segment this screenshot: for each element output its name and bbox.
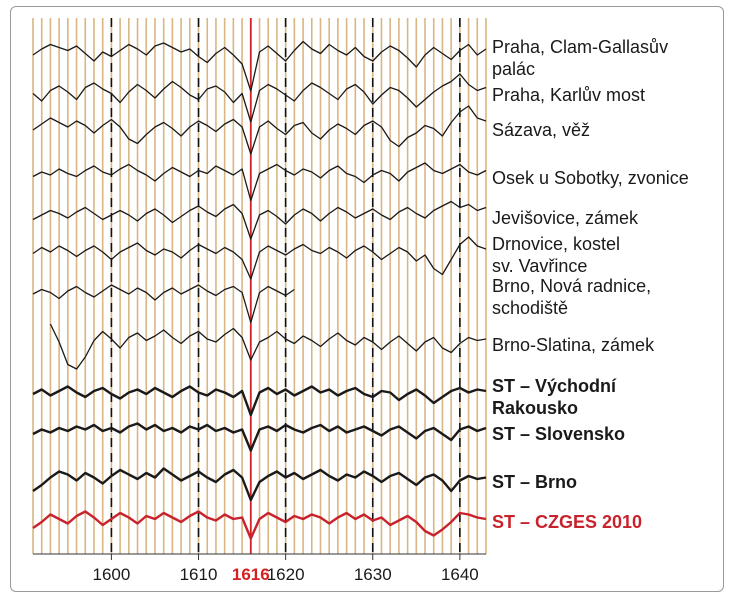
highlight-year-label: 1616: [232, 565, 270, 584]
series-line: [32, 73, 487, 123]
series-label: schodiště: [492, 298, 568, 318]
series-lines: [32, 40, 487, 540]
series-line: [32, 105, 487, 155]
x-tick-label: 1610: [180, 565, 218, 584]
series-label: ST – CZGES 2010: [492, 512, 642, 532]
series-label: sv. Vavřince: [492, 256, 587, 276]
series-line: [32, 467, 487, 502]
x-tick-label: 1600: [92, 565, 130, 584]
series-line: [32, 162, 487, 202]
series-label: Drnovice, kostel: [492, 234, 620, 254]
series-line: [32, 236, 487, 280]
series-label: Brno-Slatina, zámek: [492, 335, 655, 355]
year-grid: [32, 18, 487, 554]
series-line: [32, 200, 487, 240]
series-label: Rakousko: [492, 398, 578, 418]
series-line: [32, 284, 295, 324]
series-label: Sázava, věž: [492, 120, 590, 140]
series-line: [32, 422, 487, 452]
series-label: Jevišovice, zámek: [492, 208, 639, 228]
series-line: [49, 323, 487, 370]
series-label: ST – Slovensko: [492, 424, 625, 444]
x-tick-label: 1640: [441, 565, 479, 584]
series-label: palác: [492, 59, 535, 79]
series-line: [32, 385, 487, 417]
series-label: Osek u Sobotky, zvonice: [492, 168, 689, 188]
x-axis: 1600 1610 1620 1630 1640 1616: [33, 553, 486, 584]
x-tick-label: 1630: [354, 565, 392, 584]
series-label: Praha, Karlův most: [492, 85, 645, 105]
series-label: ST – Východní: [492, 376, 617, 396]
series-label: ST – Brno: [492, 472, 577, 492]
x-tick-label: 1620: [267, 565, 305, 584]
series-line: [32, 40, 487, 92]
series-label: Brno, Nová radnice,: [492, 276, 651, 296]
series-line: [32, 510, 487, 540]
series-label: Praha, Clam-Gallasův: [492, 37, 668, 57]
